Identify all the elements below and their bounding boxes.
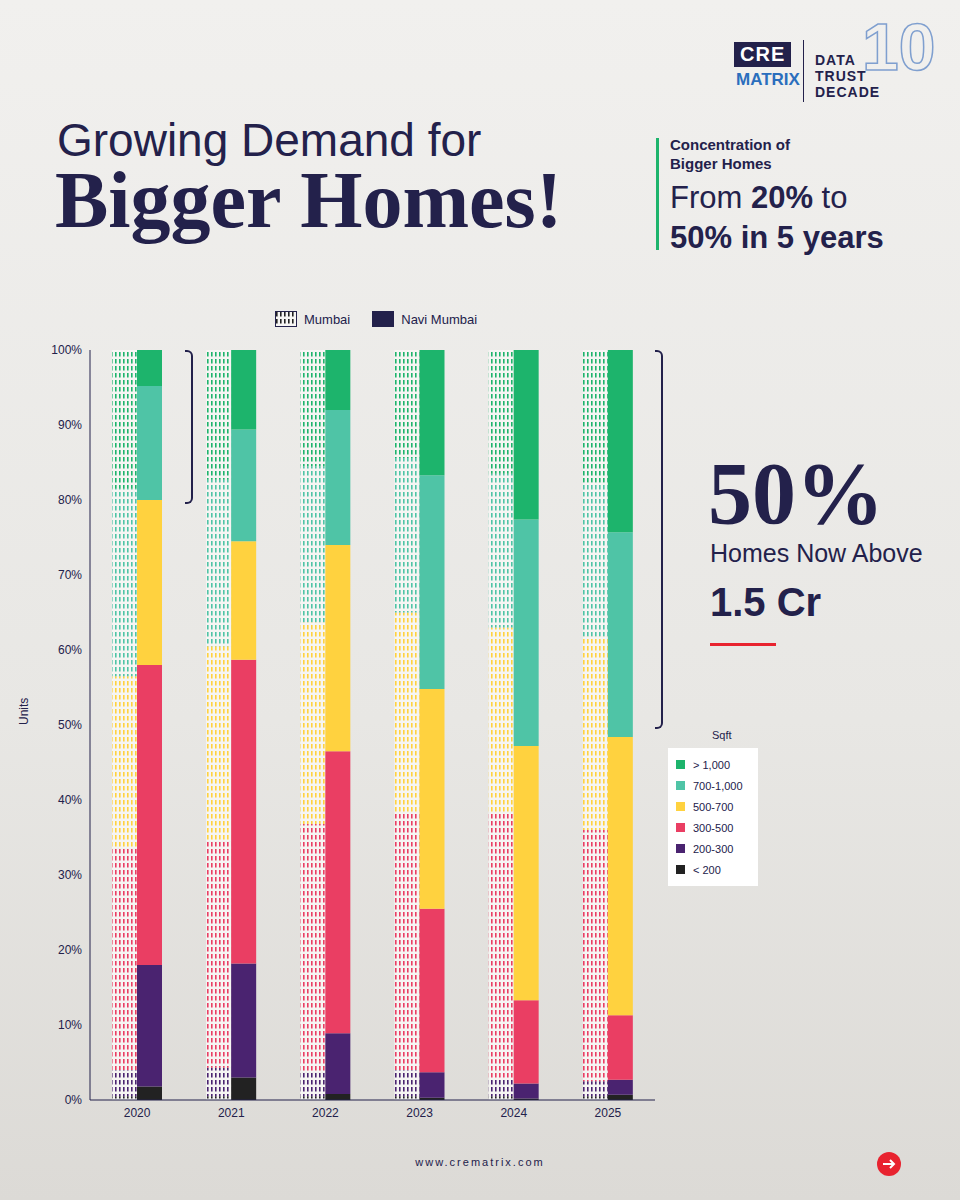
html-text:1.5 Cr: 1.5 Cr xyxy=(710,580,822,624)
html-text:10: 10 xyxy=(862,10,936,84)
svg-text:30%: 30% xyxy=(58,868,82,882)
html-text:Navi Mumbai: Navi Mumbai xyxy=(401,311,478,327)
svg-text:2021: 2021 xyxy=(218,1106,245,1120)
html-text:CRE: CRE xyxy=(740,43,786,65)
html-text:Concentration of Bigger Homes: Concentration of Bigger Homes xyxy=(670,136,790,172)
html-text:www.crematrix.com: www.crematrix.com xyxy=(415,1156,545,1168)
html-text:MATRIX: MATRIX xyxy=(736,70,800,89)
svg-text:90%: 90% xyxy=(58,418,82,432)
html-text:200-300: 200-300 xyxy=(693,842,734,855)
svg-text:2024: 2024 xyxy=(500,1106,527,1120)
svg-text:100%: 100% xyxy=(51,343,82,357)
html-text:From 20% to: From 20% to xyxy=(670,180,848,215)
html-text:< 200: < 200 xyxy=(693,863,721,876)
svg-text:80%: 80% xyxy=(58,493,82,507)
html-text:Sqft: Sqft xyxy=(712,729,732,741)
svg-text:2025: 2025 xyxy=(595,1106,622,1120)
html-text:DECADE: DECADE xyxy=(815,84,881,100)
svg-text:40%: 40% xyxy=(58,793,82,807)
svg-text:2023: 2023 xyxy=(406,1106,433,1120)
svg-text:60%: 60% xyxy=(58,643,82,657)
html-text:Homes Now Above: Homes Now Above xyxy=(710,539,923,567)
svg-text:2022: 2022 xyxy=(312,1106,339,1120)
svg-text:2020: 2020 xyxy=(124,1106,151,1120)
html-text:Bigger Homes!: Bigger Homes! xyxy=(55,156,563,244)
svg-text:Units: Units xyxy=(17,698,31,725)
svg-text:10%: 10% xyxy=(58,1018,82,1032)
html-text:700-1,000: 700-1,000 xyxy=(693,779,743,792)
html-text:500-700: 500-700 xyxy=(693,800,734,813)
svg-text:70%: 70% xyxy=(58,568,82,582)
html-text:DATA: DATA xyxy=(815,52,856,68)
html-text:50%: 50% xyxy=(708,445,884,542)
html-text:300-500: 300-500 xyxy=(693,821,734,834)
html-text:Mumbai: Mumbai xyxy=(304,311,351,327)
svg-text:20%: 20% xyxy=(58,943,82,957)
svg-text:0%: 0% xyxy=(65,1093,83,1107)
html-text:> 1,000: > 1,000 xyxy=(693,758,730,771)
svg-text:50%: 50% xyxy=(58,718,82,732)
html-text:Growing Demand for: Growing Demand for xyxy=(57,114,482,166)
html-text:TRUST: TRUST xyxy=(815,68,867,84)
html-text:50% in 5 years: 50% in 5 years xyxy=(670,220,884,255)
